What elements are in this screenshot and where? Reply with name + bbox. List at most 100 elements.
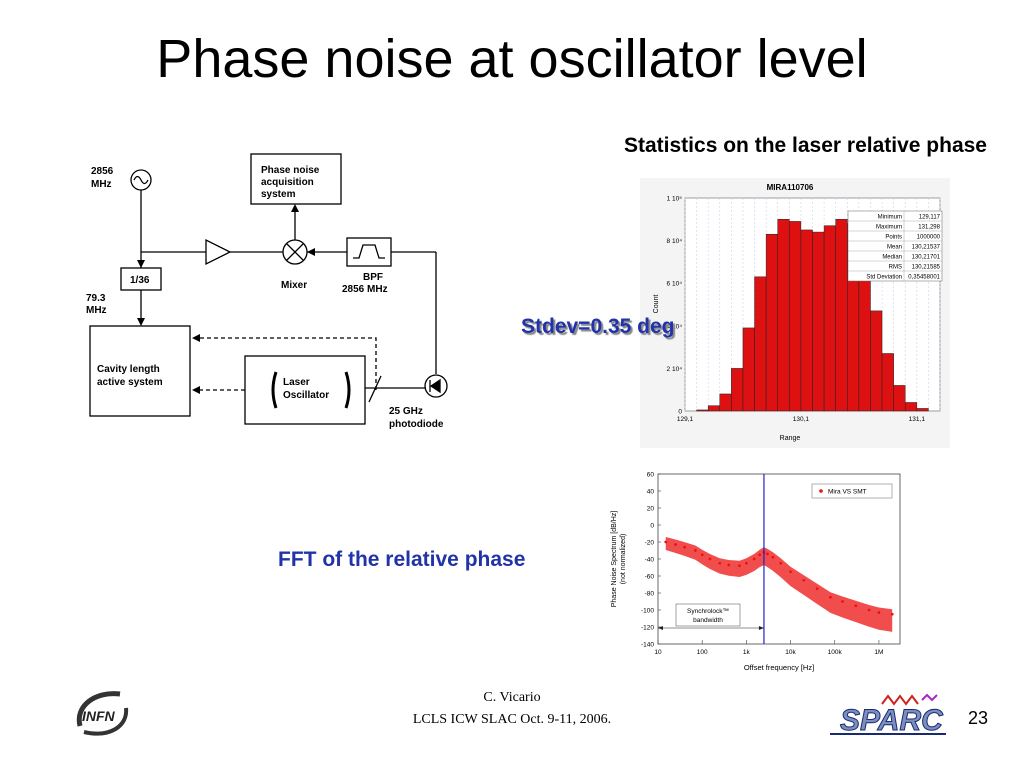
- hist-stats-name: Maximum: [876, 225, 902, 231]
- hist-bar: [719, 393, 732, 412]
- hist-stats-table: [847, 210, 943, 282]
- hist-bar: [731, 368, 744, 412]
- stdev-label: Stdev=0.35 deg: [521, 315, 675, 338]
- hist-stats-value: 130,21701: [912, 255, 941, 261]
- hist-ytick-label: 6 10⁴: [667, 281, 683, 288]
- hist-stats-name: Median: [882, 255, 902, 261]
- cavity-box: [89, 325, 191, 417]
- svg-text:2856: 2856: [91, 166, 114, 177]
- hist-stats-value: 131,298: [918, 225, 940, 231]
- photodiode-symbol: [424, 374, 448, 398]
- statistics-heading: Statistics on the laser relative phase: [624, 134, 987, 157]
- hist-bar: [916, 408, 929, 412]
- fft-xtick-label: 100: [697, 649, 708, 656]
- hist-bar: [754, 276, 767, 412]
- annotation-line-2: bandwidth: [693, 617, 723, 624]
- hist-stats-value: 0,35458001: [908, 275, 940, 281]
- fft-ytick-label: -120: [641, 625, 654, 632]
- fft-ytick-label: 0: [650, 523, 654, 530]
- fft-ytick-label: -80: [645, 591, 655, 598]
- hist-ytick-label: 4 10⁴: [667, 323, 683, 330]
- svg-text:79.3: 79.3: [86, 293, 106, 304]
- sparc-logo: SPARC: [830, 693, 946, 738]
- svg-text:MHz: MHz: [86, 305, 107, 316]
- fft-ytick-label: 60: [647, 472, 655, 479]
- hist-ytick-label: 8 10⁴: [667, 238, 683, 245]
- svg-text:photodiode: photodiode: [389, 419, 444, 430]
- hist-stats-value: 129,117: [919, 215, 941, 221]
- hist-stats-value: 130,21585: [912, 265, 941, 271]
- fft-noise-band: [665, 537, 893, 632]
- svg-text:BPF: BPF: [363, 272, 383, 283]
- hist-title: MIRA110706: [767, 183, 814, 192]
- fft-xlabel: Offset frequency [Hz]: [744, 663, 814, 672]
- page-number: 23: [968, 708, 989, 728]
- fft-ytick-label: 40: [647, 489, 655, 496]
- fft-ytick-label: 20: [647, 506, 655, 513]
- svg-text:system: system: [261, 189, 296, 200]
- svg-text:Mixer: Mixer: [281, 280, 307, 291]
- hist-bar: [812, 231, 825, 412]
- fft-xtick-label: 10k: [785, 649, 796, 656]
- svg-text:active system: active system: [97, 377, 163, 388]
- hist-bar: [881, 353, 894, 412]
- hist-bar: [904, 402, 918, 412]
- svg-text:acquisition: acquisition: [261, 177, 314, 188]
- hist-stats-name: RMS: [889, 265, 902, 271]
- fft-xtick-label: 100k: [828, 649, 843, 656]
- fft-xtick-label: 1M: [874, 649, 883, 656]
- hist-xtick-label: 129,1: [677, 416, 694, 423]
- hist-ytick-label: 2 10⁴: [667, 366, 683, 373]
- fft-ytick-label: -100: [641, 608, 654, 615]
- fft-chart: 60 40 20 0 -20 -40 -60 -80 -100 -120 -140 10 100 1k 1…: [606, 466, 906, 676]
- footer-event: LCLS ICW SLAC Oct. 9-11, 2006.: [412, 712, 612, 727]
- hist-xtick-label: 131,1: [909, 416, 926, 423]
- hist-bar: [893, 385, 906, 412]
- hist-stats-name: Std Deviation: [866, 275, 902, 281]
- hist-ylabel: Count: [653, 295, 660, 314]
- histogram-chart: MIRA110706 0 2 10⁴ 4 10⁴ 6 10⁴ 8 10⁴ 1 10⁵ 12…: [640, 178, 950, 448]
- svg-text:INFN: INFN: [82, 708, 116, 724]
- fft-ytick-label: -20: [645, 540, 655, 547]
- svg-text:2856 MHz: 2856 MHz: [342, 284, 388, 295]
- footer-author: C. Vicario: [483, 690, 541, 705]
- hist-xtick-label: 130,1: [793, 416, 810, 423]
- svg-text:25 GHz: 25 GHz: [389, 406, 423, 417]
- fft-ytick-label: -140: [641, 642, 654, 649]
- svg-text:MHz: MHz: [91, 179, 112, 190]
- hist-stats-name: Points: [885, 235, 902, 241]
- hist-bar: [707, 405, 721, 412]
- slide-title: Phase noise at oscillator level: [156, 29, 868, 89]
- fft-ylabel-2: (not normalized): [620, 534, 627, 585]
- infn-logo: INFN: [76, 691, 129, 736]
- hist-bar: [742, 327, 755, 412]
- fft-label: FFT of the relative phase: [278, 548, 526, 571]
- hist-ytick-label: 0: [678, 409, 682, 416]
- hist-stats-name: Minimum: [878, 215, 902, 221]
- fft-ylabel-1: Phase Noise Spectrum [dB/Hz]: [611, 511, 618, 608]
- hist-bar: [696, 409, 709, 412]
- fft-legend-box: [811, 483, 893, 499]
- fft-xtick-label: 1k: [743, 649, 751, 656]
- bpf-box: [346, 237, 392, 267]
- fft-xtick-label: 10: [654, 649, 662, 656]
- svg-text:1/36: 1/36: [130, 275, 150, 286]
- fft-ytick-label: -40: [645, 557, 655, 564]
- hist-bar: [777, 219, 790, 412]
- hist-bar: [870, 310, 883, 412]
- hist-stats-value: 1000000: [917, 235, 941, 241]
- svg-text:Oscillator: Oscillator: [283, 390, 329, 401]
- annotation-line-1: Synchrolock™: [687, 608, 729, 615]
- acquisition-box: [250, 153, 342, 205]
- fft-legend-label: Mira VS SMT: [828, 489, 867, 496]
- svg-text:Cavity length: Cavity length: [97, 364, 160, 375]
- hist-bar: [823, 225, 836, 412]
- hist-stats-value: 130,21537: [912, 245, 941, 251]
- hist-bar: [800, 229, 813, 412]
- fft-ytick-label: -60: [645, 574, 655, 581]
- svg-text:Phase noise: Phase noise: [261, 165, 320, 176]
- svg-text:Laser: Laser: [283, 377, 310, 388]
- hist-bar: [858, 259, 871, 412]
- hist-ytick-label: 1 10⁵: [667, 196, 683, 203]
